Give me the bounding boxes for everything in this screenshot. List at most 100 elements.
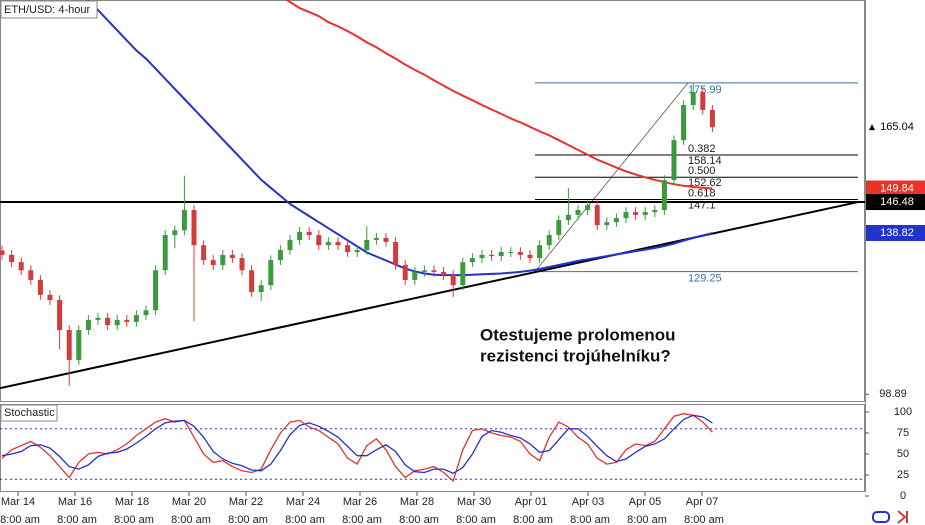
candle-body — [239, 258, 245, 271]
price-arrow — [869, 124, 875, 131]
candle-body — [671, 140, 677, 181]
candle-body — [421, 270, 427, 272]
candle-body — [345, 245, 351, 253]
x-tick-time: 8:00 am — [456, 514, 496, 525]
candle-body — [162, 235, 168, 271]
stoch-line — [1, 414, 713, 475]
candle-body — [585, 205, 591, 211]
candle-body — [181, 210, 187, 231]
fib-value: 152.62 — [688, 177, 722, 189]
candle-body — [172, 230, 178, 236]
candle-body — [354, 250, 360, 253]
main-plot: 175.99129.250.382158.140.500152.620.6181… — [0, 0, 865, 390]
stoch-title: Stochastic — [4, 407, 55, 419]
candle-body — [402, 264, 408, 280]
x-tick-time: 8:00 am — [684, 514, 724, 525]
fib-ratio: 0.500 — [688, 165, 716, 177]
title-box — [0, 0, 98, 19]
chart-title: ETH/USD: 4-hour — [4, 4, 91, 16]
candle-body — [373, 237, 379, 240]
stoch-tick-label: 75 — [897, 427, 909, 439]
price-marker-label: 149.84 — [880, 182, 914, 194]
candle-body — [450, 275, 456, 286]
x-tick-time: 8:00 am — [513, 514, 553, 525]
candle-body — [95, 317, 101, 320]
x-tick-time: 8:00 am — [570, 514, 610, 525]
x-tick-time: 8:00 am — [57, 514, 97, 525]
x-tick-date: Mar 30 — [457, 496, 491, 508]
candle-body — [85, 319, 91, 331]
candle-body — [700, 92, 706, 110]
candle-body — [623, 212, 629, 219]
candle-body — [287, 239, 293, 251]
price-marker-label: 138.82 — [880, 227, 914, 239]
candle-body — [633, 212, 639, 215]
price-marker-label: 165.04 — [880, 121, 914, 133]
price-marker — [866, 119, 925, 136]
candle-body — [220, 254, 226, 265]
x-tick-time: 8:00 am — [228, 514, 268, 525]
arrow-icon[interactable] — [897, 510, 908, 524]
price-marker — [866, 224, 925, 241]
fib-value: 158.14 — [688, 155, 722, 167]
trendline — [0, 201, 859, 390]
candle-body — [229, 254, 235, 259]
toolbar-icons[interactable] — [872, 510, 908, 524]
x-tick-time: 8:00 am — [399, 514, 439, 525]
candle-body — [9, 254, 15, 263]
candle-body — [604, 222, 610, 225]
x-tick-date: Mar 26 — [343, 496, 377, 508]
x-tick-date: Mar 16 — [58, 496, 92, 508]
candle-body — [306, 231, 312, 236]
x-tick-time: 8:00 am — [285, 514, 325, 525]
price-marker-label: 146.48 — [880, 196, 914, 208]
x-tick-time: 8:00 am — [0, 514, 40, 525]
stoch-title-box — [0, 404, 58, 422]
x-tick-date: Apr 07 — [686, 496, 718, 508]
candle-body — [0, 250, 5, 255]
stoch-line — [1, 413, 713, 483]
candle-body — [508, 252, 514, 254]
candle-body — [661, 180, 667, 211]
candle-body — [575, 210, 581, 215]
candle-body — [28, 270, 34, 280]
x-tick-time: 8:00 am — [171, 514, 211, 525]
stoch-tick-label: 50 — [897, 448, 909, 460]
candle-body — [114, 319, 120, 326]
link-icon[interactable] — [872, 511, 890, 523]
candle-body — [124, 319, 130, 322]
fib-ratio: 0.382 — [688, 143, 716, 155]
x-tick-date: Apr 05 — [629, 496, 661, 508]
stoch-tick-label: 25 — [897, 469, 909, 481]
x-tick-date: Mar 24 — [286, 496, 320, 508]
candle-body — [556, 220, 562, 236]
annotation: Otestujeme prolomenou — [480, 325, 676, 344]
fib-ratio: 0.618 — [688, 187, 716, 199]
candle-body — [537, 245, 543, 259]
x-tick-date: Mar 28 — [400, 496, 434, 508]
candle-body — [316, 235, 322, 246]
candle-body — [325, 241, 331, 246]
candle-body — [681, 105, 687, 141]
x-tick-date: Apr 03 — [572, 496, 604, 508]
fib-label: 129.25 — [688, 273, 722, 285]
candle-body — [383, 237, 389, 242]
x-tick-time: 8:00 am — [114, 514, 154, 525]
candle-body — [652, 210, 658, 213]
candle-body — [469, 258, 475, 263]
x-tick-time: 8:00 am — [342, 514, 382, 525]
candle-body — [364, 239, 370, 251]
y-tick-label: 98.89 — [879, 388, 907, 400]
x-tick-date: Apr 01 — [515, 496, 547, 508]
candle-body — [441, 271, 447, 276]
candle-body — [527, 254, 533, 259]
candle-body — [57, 300, 63, 331]
stoch-frame — [0, 404, 865, 492]
candle-body — [546, 235, 552, 246]
stoch-tick-label: 100 — [894, 406, 912, 418]
candle-body — [153, 270, 159, 311]
moving-average — [284, 0, 713, 190]
fib-label: 175.99 — [688, 84, 722, 96]
